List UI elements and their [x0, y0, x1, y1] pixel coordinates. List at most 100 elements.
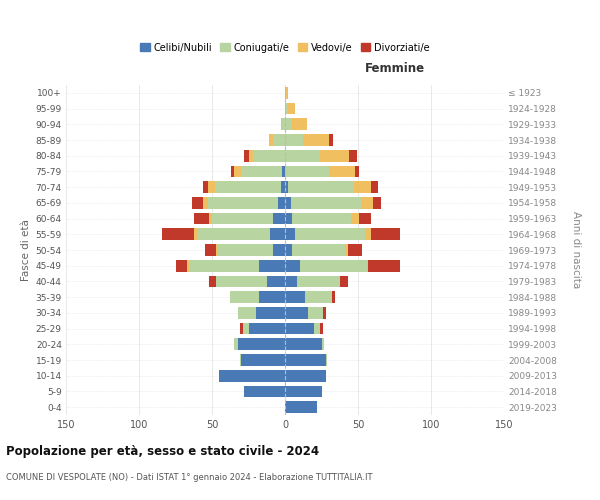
Bar [241, 166, 282, 177]
Bar [291, 197, 361, 209]
Bar [345, 244, 348, 256]
Bar [292, 212, 351, 224]
Bar [285, 134, 302, 146]
Bar [278, 197, 285, 209]
Bar [368, 260, 400, 272]
Bar [248, 322, 285, 334]
Bar [244, 150, 248, 162]
Bar [285, 370, 326, 382]
Bar [231, 166, 234, 177]
Bar [285, 322, 314, 334]
Bar [274, 244, 285, 256]
Bar [271, 228, 285, 240]
Bar [197, 228, 271, 240]
Y-axis label: Anni di nascita: Anni di nascita [571, 212, 581, 288]
Bar [349, 150, 356, 162]
Bar [292, 118, 307, 130]
Bar [203, 181, 208, 193]
Bar [288, 181, 353, 193]
Bar [238, 307, 256, 319]
Bar [176, 260, 187, 272]
Bar [242, 322, 248, 334]
Bar [208, 181, 215, 193]
Bar [285, 401, 317, 413]
Bar [285, 244, 292, 256]
Bar [365, 228, 371, 240]
Bar [285, 354, 326, 366]
Bar [285, 276, 296, 287]
Bar [353, 181, 371, 193]
Bar [285, 150, 320, 162]
Bar [295, 228, 365, 240]
Bar [348, 244, 362, 256]
Bar [285, 307, 308, 319]
Bar [238, 338, 285, 350]
Bar [259, 291, 285, 303]
Bar [373, 197, 382, 209]
Bar [230, 291, 259, 303]
Bar [285, 338, 322, 350]
Bar [296, 276, 340, 287]
Text: Femmine: Femmine [364, 62, 425, 75]
Bar [340, 276, 348, 287]
Bar [240, 354, 241, 366]
Bar [281, 181, 285, 193]
Bar [194, 212, 209, 224]
Bar [371, 181, 379, 193]
Bar [299, 260, 367, 272]
Bar [371, 228, 400, 240]
Bar [320, 150, 349, 162]
Bar [320, 322, 323, 334]
Bar [361, 197, 373, 209]
Bar [218, 244, 274, 256]
Bar [329, 134, 333, 146]
Bar [244, 386, 285, 398]
Bar [288, 102, 295, 115]
Bar [367, 260, 368, 272]
Bar [285, 118, 292, 130]
Bar [220, 370, 285, 382]
Bar [292, 244, 345, 256]
Bar [322, 338, 325, 350]
Bar [359, 212, 371, 224]
Bar [188, 260, 259, 272]
Bar [209, 276, 217, 287]
Bar [285, 87, 288, 99]
Bar [285, 166, 329, 177]
Bar [350, 212, 359, 224]
Bar [240, 322, 242, 334]
Bar [191, 197, 203, 209]
Y-axis label: Fasce di età: Fasce di età [22, 219, 31, 281]
Bar [212, 212, 274, 224]
Bar [163, 228, 194, 240]
Bar [282, 166, 285, 177]
Bar [194, 228, 197, 240]
Bar [203, 197, 208, 209]
Bar [285, 228, 295, 240]
Bar [355, 166, 359, 177]
Bar [274, 212, 285, 224]
Bar [253, 150, 285, 162]
Bar [205, 244, 217, 256]
Text: COMUNE DI VESPOLATE (NO) - Dati ISTAT 1° gennaio 2024 - Elaborazione TUTTITALIA.: COMUNE DI VESPOLATE (NO) - Dati ISTAT 1°… [6, 472, 373, 482]
Bar [241, 354, 285, 366]
Bar [281, 118, 282, 130]
Bar [268, 276, 285, 287]
Bar [209, 212, 212, 224]
Bar [285, 386, 322, 398]
Bar [285, 291, 305, 303]
Text: Popolazione per età, sesso e stato civile - 2024: Popolazione per età, sesso e stato civil… [6, 445, 319, 458]
Bar [323, 307, 326, 319]
Bar [285, 212, 292, 224]
Bar [256, 307, 285, 319]
Bar [302, 134, 329, 146]
Bar [314, 322, 320, 334]
Bar [326, 354, 328, 366]
Bar [269, 134, 274, 146]
Bar [285, 260, 299, 272]
Bar [329, 166, 355, 177]
Bar [274, 134, 285, 146]
Bar [332, 291, 335, 303]
Legend: Celibi/Nubili, Coniugati/e, Vedovi/e, Divorziati/e: Celibi/Nubili, Coniugati/e, Vedovi/e, Di… [136, 38, 434, 56]
Bar [285, 181, 288, 193]
